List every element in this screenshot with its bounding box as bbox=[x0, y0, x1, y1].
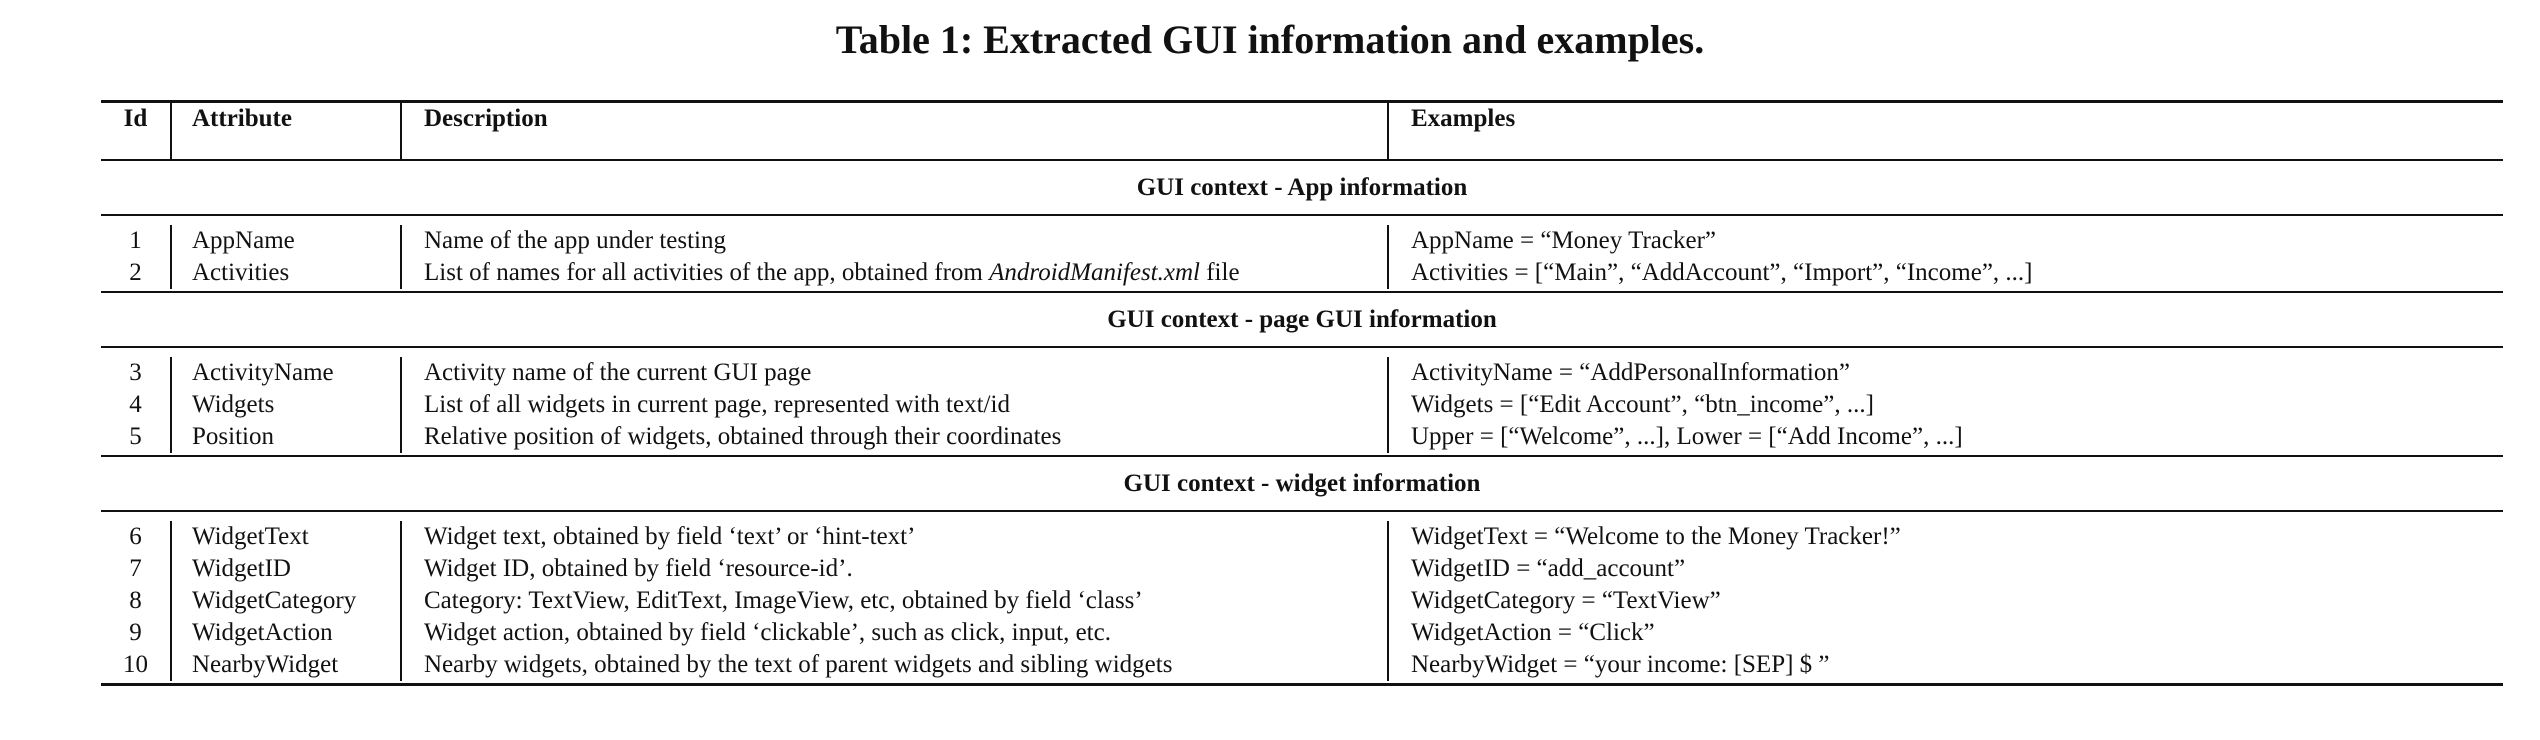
row-example: NearbyWidget = “your income: [SEP] $ ” bbox=[1387, 649, 2503, 681]
row-id: 7 bbox=[129, 555, 142, 582]
row-example: ActivityName = “AddPersonalInformation” bbox=[1387, 357, 2503, 389]
table-row: 10 NearbyWidget Nearby widgets, obtained… bbox=[101, 649, 2503, 681]
table-row: 2 Activities List of names for all activ… bbox=[101, 257, 2503, 289]
row-example: Activities = [“Main”, “AddAccount”, “Imp… bbox=[1387, 257, 2503, 289]
row-description: Name of the app under testing bbox=[400, 225, 1388, 257]
row-description: Widget ID, obtained by field ‘resource-i… bbox=[400, 553, 1388, 585]
section-header-row: GUI context - widget information bbox=[101, 455, 2503, 512]
column-header-examples: Examples bbox=[1387, 100, 2503, 161]
row-example: Widgets = [“Edit Account”, “btn_income”,… bbox=[1387, 389, 2503, 421]
row-description: Category: TextView, EditText, ImageView,… bbox=[400, 585, 1388, 617]
row-id: 3 bbox=[129, 359, 142, 386]
row-description: Widget action, obtained by field ‘clicka… bbox=[400, 617, 1388, 649]
row-description: Activity name of the current GUI page bbox=[400, 357, 1388, 389]
row-id: 6 bbox=[129, 523, 142, 550]
manifest-filename: AndroidManifest.xml bbox=[989, 259, 1200, 286]
row-attribute: WidgetID bbox=[170, 553, 401, 585]
row-attribute: WidgetText bbox=[170, 521, 401, 553]
row-id: 5 bbox=[129, 423, 142, 450]
section-title-widget-information: GUI context - widget information bbox=[101, 455, 2503, 512]
section-title-page-gui-information: GUI context - page GUI information bbox=[101, 291, 2503, 348]
table-row: 7 WidgetID Widget ID, obtained by field … bbox=[101, 553, 2503, 585]
section-header-row: GUI context - page GUI information bbox=[101, 291, 2503, 348]
table-row: 9 WidgetAction Widget action, obtained b… bbox=[101, 617, 2503, 649]
row-example: Upper = [“Welcome”, ...], Lower = [“Add … bbox=[1387, 421, 2503, 453]
table-row: 6 WidgetText Widget text, obtained by fi… bbox=[101, 521, 2503, 553]
row-attribute: Position bbox=[170, 421, 401, 453]
table-caption: Table 1: Extracted GUI information and e… bbox=[835, 17, 1705, 62]
row-example: WidgetText = “Welcome to the Money Track… bbox=[1387, 521, 2503, 553]
row-attribute: AppName bbox=[170, 225, 401, 257]
row-id: 4 bbox=[129, 391, 142, 418]
column-header-id: Id bbox=[101, 100, 171, 161]
row-attribute: WidgetCategory bbox=[170, 585, 401, 617]
row-example: WidgetID = “add_account” bbox=[1387, 553, 2503, 585]
table-row: 4 Widgets List of all widgets in current… bbox=[101, 389, 2503, 421]
row-id: 10 bbox=[123, 651, 148, 678]
column-header-description: Description bbox=[400, 100, 1388, 161]
row-description: Widget text, obtained by field ‘text’ or… bbox=[400, 521, 1388, 553]
table-row: 8 WidgetCategory Category: TextView, Edi… bbox=[101, 585, 2503, 617]
row-description: List of names for all activities of the … bbox=[400, 257, 1388, 289]
row-attribute: WidgetAction bbox=[170, 617, 401, 649]
row-id: 1 bbox=[129, 227, 142, 254]
row-description: Relative position of widgets, obtained t… bbox=[400, 421, 1388, 453]
section-header-row: GUI context - App information bbox=[101, 160, 2503, 216]
row-id: 2 bbox=[129, 259, 142, 286]
row-description: Nearby widgets, obtained by the text of … bbox=[400, 649, 1388, 681]
column-header-attribute: Attribute bbox=[170, 100, 401, 161]
row-example: AppName = “Money Tracker” bbox=[1387, 225, 2503, 257]
row-attribute: Widgets bbox=[170, 389, 401, 421]
row-example: WidgetAction = “Click” bbox=[1387, 617, 2503, 649]
table-row: 5 Position Relative position of widgets,… bbox=[101, 421, 2503, 453]
table-row: 3 ActivityName Activity name of the curr… bbox=[101, 357, 2503, 389]
row-id: 9 bbox=[129, 619, 142, 646]
gui-information-table: Id Attribute Description Examples GUI co… bbox=[101, 100, 2503, 686]
row-id: 8 bbox=[129, 587, 142, 614]
row-attribute: ActivityName bbox=[170, 357, 401, 389]
row-description: List of all widgets in current page, rep… bbox=[400, 389, 1388, 421]
row-attribute: Activities bbox=[170, 257, 401, 289]
table-row: 1 AppName Name of the app under testing … bbox=[101, 225, 2503, 257]
section-title-app-information: GUI context - App information bbox=[101, 160, 2503, 216]
row-example: WidgetCategory = “TextView” bbox=[1387, 585, 2503, 617]
row-description-suffix: file bbox=[1199, 259, 1240, 286]
row-description-text: List of names for all activities of the … bbox=[424, 259, 990, 286]
table-header-row: Id Attribute Description Examples bbox=[101, 100, 2503, 161]
row-attribute: NearbyWidget bbox=[170, 649, 401, 681]
